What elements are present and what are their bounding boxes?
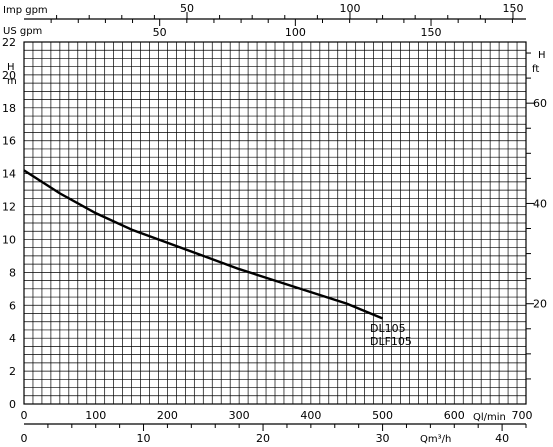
x-bottom-lmin-tick-label: 0 bbox=[21, 409, 28, 422]
x-bottom-m3h-tick-label: 20 bbox=[256, 432, 270, 445]
y-left-tick-label: 18 bbox=[2, 102, 16, 115]
right-axis-unit-ft: ft bbox=[532, 64, 539, 75]
x-bottom-lmin-tick-label: 500 bbox=[372, 409, 393, 422]
right-axis-unit-h: H bbox=[538, 50, 546, 61]
y-left-tick-label: 20 bbox=[2, 69, 16, 82]
x-top-us-tick-label: 100 bbox=[285, 26, 306, 39]
series-line-dl105-dlf105 bbox=[23, 169, 384, 320]
y-left-tick-label: 2 bbox=[9, 365, 16, 378]
y-left-tick-label: 6 bbox=[9, 299, 16, 312]
y-right-tick-label: 20 bbox=[533, 298, 547, 311]
x-bottom-lmin-tick-label: 400 bbox=[300, 409, 321, 422]
x-top-imp-tick-label: 150 bbox=[502, 2, 523, 15]
y-right-tick-label: 60 bbox=[533, 97, 547, 110]
y-left-tick-label: 22 bbox=[2, 36, 16, 49]
y-left-tick-label: 16 bbox=[2, 135, 16, 148]
us-gpm-axis-label: US gpm bbox=[3, 26, 42, 37]
qm3-h-axis-label: Qm³/h bbox=[420, 434, 451, 445]
left-axis-unit: H m bbox=[7, 62, 17, 87]
y-left-tick-label: 0 bbox=[9, 398, 16, 411]
x-bottom-m3h-tick-label: 30 bbox=[376, 432, 390, 445]
x-top-imp-tick-label: 100 bbox=[339, 2, 360, 15]
x-bottom-lmin-tick-label: 200 bbox=[157, 409, 178, 422]
series-label-dl105: DL105 bbox=[370, 322, 406, 335]
y-left-tick-label: 10 bbox=[2, 233, 16, 246]
x-bottom-lmin-tick-label: 600 bbox=[444, 409, 465, 422]
grid bbox=[24, 42, 526, 404]
x-bottom-m3h-tick-label: 10 bbox=[137, 432, 151, 445]
imp-gpm-axis-label: Imp gpm bbox=[3, 5, 48, 16]
x-bottom-lmin-tick-label: 300 bbox=[229, 409, 250, 422]
x-top-imp-tick-label: 50 bbox=[180, 2, 194, 15]
axis-ticks bbox=[47, 12, 534, 431]
x-top-us-tick-label: 150 bbox=[421, 26, 442, 39]
y-left-tick-label: 4 bbox=[9, 332, 16, 345]
y-left-tick-label: 14 bbox=[2, 168, 16, 181]
y-left-tick-label: 8 bbox=[9, 266, 16, 279]
x-top-us-tick-label: 50 bbox=[153, 26, 167, 39]
y-left-tick-label: 12 bbox=[2, 201, 16, 214]
right-axis-unit: H ft bbox=[532, 50, 546, 75]
series-label-dlf105: DLF105 bbox=[370, 335, 412, 348]
ql-min-axis-label: Ql/min bbox=[473, 412, 506, 423]
x-bottom-m3h-tick-label: 40 bbox=[495, 432, 509, 445]
x-bottom-lmin-tick-label: 100 bbox=[85, 409, 106, 422]
x-bottom-lmin-tick-label: 700 bbox=[512, 409, 533, 422]
y-right-tick-label: 40 bbox=[533, 197, 547, 210]
plot-frame bbox=[23, 41, 527, 405]
left-axis-unit-m: m bbox=[7, 76, 17, 87]
left-axis-unit-h: H bbox=[7, 62, 15, 73]
x-bottom-m3h-tick-label: 0 bbox=[21, 432, 28, 445]
